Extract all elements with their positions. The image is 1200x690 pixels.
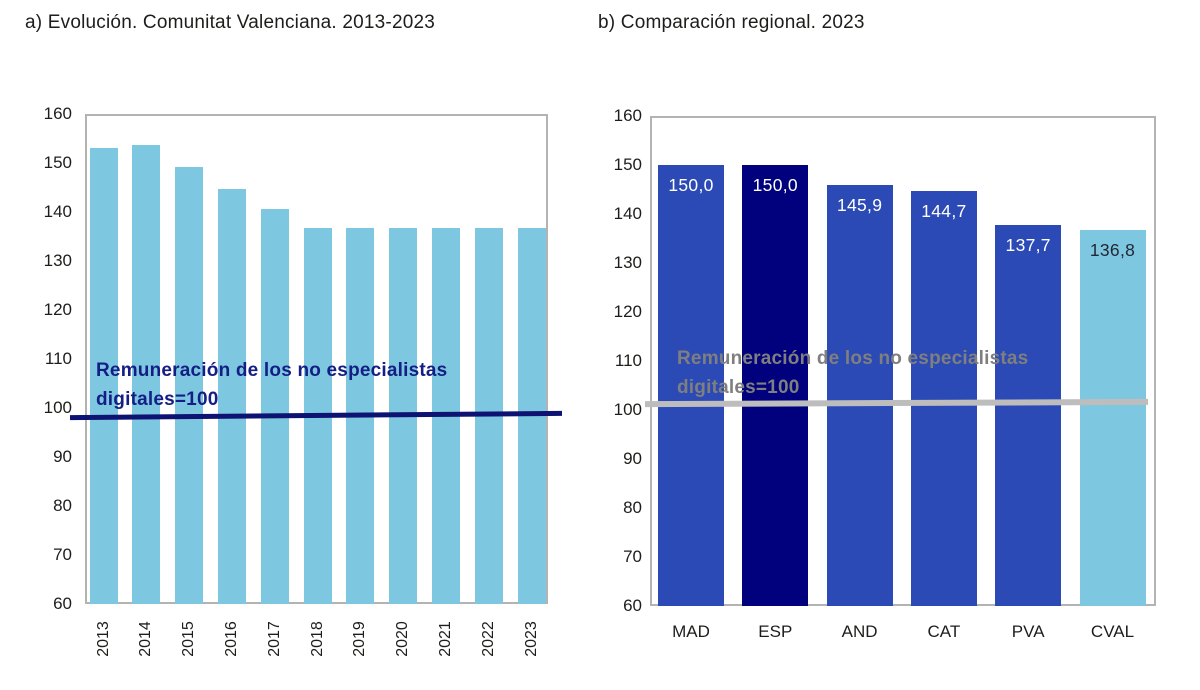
y-axis-tick-label: 90 — [623, 449, 642, 468]
bar-value-label-AND: 145,9 — [836, 195, 883, 216]
bar-ESP — [742, 165, 809, 606]
bar-2017 — [260, 209, 289, 604]
x-axis-label-2018: 2018 — [308, 621, 326, 657]
y-axis-tick-label: 110 — [614, 351, 642, 370]
y-axis-tick-label: 160 — [613, 106, 642, 125]
y-axis-tick-label: 60 — [623, 596, 642, 615]
bar-2013 — [89, 147, 118, 604]
y-axis-tick-label: 120 — [43, 300, 72, 319]
bar-value-label-MAD: 150,0 — [668, 175, 714, 195]
bar-2016 — [217, 189, 246, 604]
y-axis-tick-label: 100 — [613, 400, 642, 419]
x-axis-label-MAD: MAD — [672, 622, 710, 641]
x-axis-label-AND: AND — [841, 622, 878, 641]
y-axis-tick-label: 160 — [43, 104, 72, 123]
y-axis-tick-label: 80 — [623, 498, 642, 517]
bar-AND — [826, 185, 893, 606]
y-axis-tick-label: 150 — [43, 153, 72, 172]
bar-2014 — [132, 144, 161, 604]
x-axis-label-PVA: PVA — [1011, 622, 1045, 641]
y-axis-tick-label: 90 — [53, 447, 72, 466]
y-axis-tick-label: 100 — [43, 398, 72, 417]
chart-a-reference-annotation: Remuneración de los no especialistas dig… — [96, 360, 448, 411]
y-axis-tick-label: 130 — [43, 251, 72, 270]
y-axis-tick-label: 70 — [53, 545, 72, 564]
x-axis-label-CVAL: CVAL — [1090, 622, 1135, 641]
x-axis-label-CAT: CAT — [927, 622, 961, 641]
y-axis-tick-label: 60 — [53, 594, 72, 613]
x-axis-label-2020: 2020 — [394, 621, 412, 657]
bar-MAD — [658, 165, 724, 606]
x-axis-label-2015: 2015 — [180, 621, 198, 657]
y-axis-tick-label: 110 — [44, 349, 72, 368]
bar-value-label-PVA: 137,7 — [1005, 235, 1051, 256]
y-axis-tick-label: 70 — [623, 547, 642, 566]
chart-b-reference-annotation: Remuneración de los no especialistas dig… — [677, 348, 1029, 399]
bar-CVAL — [1079, 229, 1146, 606]
x-axis-label-2013: 2013 — [94, 621, 112, 657]
x-axis-label-2014: 2014 — [137, 621, 155, 657]
bar-value-label-ESP: 150,0 — [752, 175, 798, 195]
y-axis-tick-label: 140 — [613, 204, 642, 223]
x-axis-label-2019: 2019 — [351, 621, 369, 657]
chart-b-title: b) Comparación regional. 2023 — [598, 12, 865, 33]
chart-b-plot-area — [650, 116, 1156, 606]
chart-a-title: a) Evolución. Comunitat Valenciana. 2013… — [25, 12, 436, 33]
x-axis-label-ESP: ESP — [758, 622, 793, 641]
bar-2015 — [175, 166, 204, 604]
bar-value-label-CAT: 144,7 — [921, 200, 967, 221]
y-axis-tick-label: 150 — [613, 155, 642, 174]
y-axis-tick-label: 130 — [613, 253, 642, 272]
x-axis-label-2021: 2021 — [436, 621, 454, 657]
x-axis-label-2017: 2017 — [265, 621, 283, 657]
y-axis-tick-label: 120 — [613, 302, 642, 321]
bar-PVA — [995, 225, 1062, 606]
x-axis-label-2022: 2022 — [479, 621, 497, 657]
x-axis-label-2023: 2023 — [522, 621, 540, 657]
y-axis-tick-label: 140 — [43, 202, 72, 221]
bar-CAT — [910, 190, 977, 606]
x-axis-label-2016: 2016 — [222, 621, 240, 657]
bar-value-label-CVAL: 136,8 — [1089, 239, 1136, 260]
y-axis-tick-label: 80 — [53, 496, 72, 515]
